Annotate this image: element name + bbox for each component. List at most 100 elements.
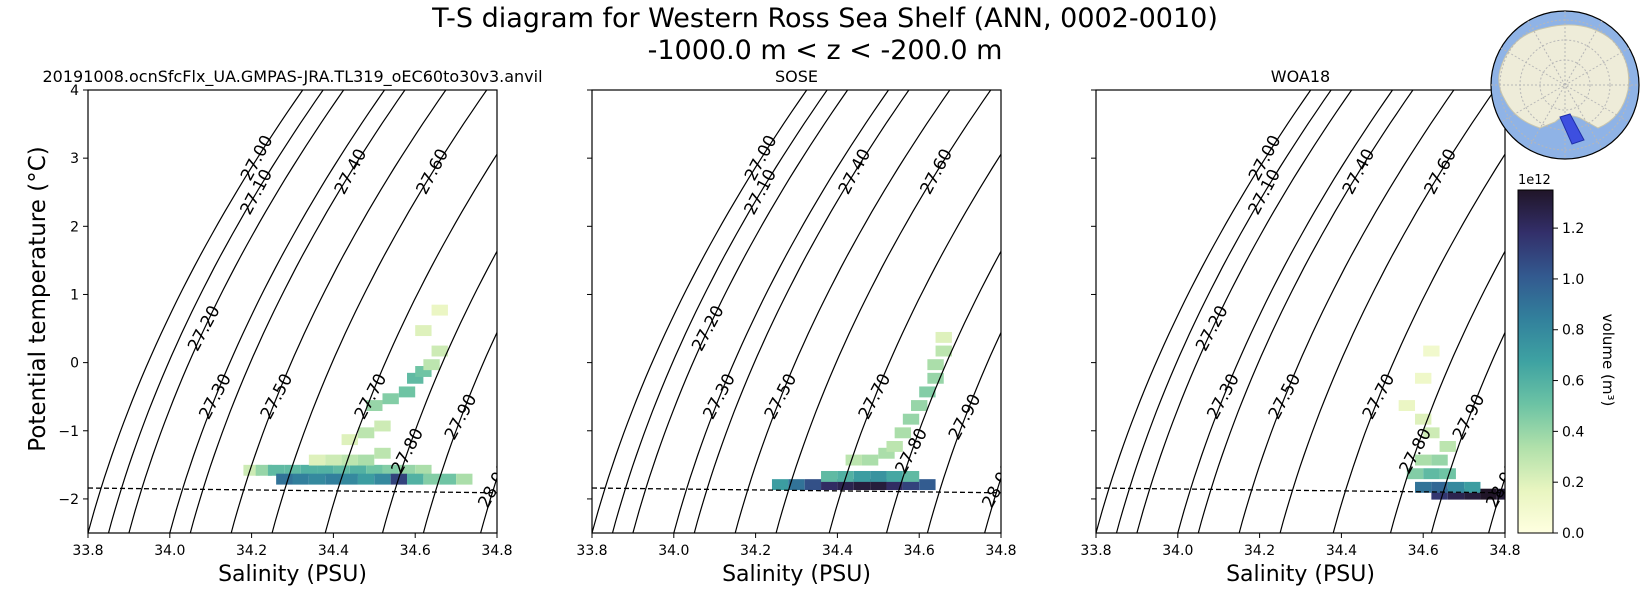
density-contour [1430,331,1505,533]
heatmap-cell [902,470,920,482]
heatmap-cell [374,447,391,459]
heatmap-cell [267,464,285,476]
heatmap-cell [1415,413,1432,425]
density-contour [480,475,497,533]
heatmap-cell [1415,372,1432,384]
heatmap-cell [284,464,301,476]
density-contour [189,90,406,533]
heatmap-cell [439,473,457,485]
density-contour [592,90,808,533]
x-axis-label: Salinity (PSU) [722,562,871,587]
heatmap-cell [349,464,367,476]
density-contour [1238,90,1455,533]
contour-label: 27.90 [945,391,986,443]
heatmap-cell [1496,488,1505,500]
heatmap-cell [398,386,416,398]
contour-label: 27.50 [761,371,802,423]
heatmap-cell [357,473,375,485]
heatmap-cell [382,393,399,405]
contour-label: 27.20 [184,302,225,354]
heatmap-cell [919,386,936,398]
heatmap-cell [902,479,920,491]
heatmap-cell [902,413,920,425]
heatmap-cell [870,470,887,482]
heatmap-cell [456,473,473,485]
colorbar-tick-label: 0.6 [1562,374,1584,390]
contour-label: 27.90 [441,391,482,443]
contour-label: 27.60 [1421,146,1462,198]
colorbar-label: volume (m³) [1599,314,1617,407]
density-contour [422,331,497,533]
heatmap-cell [415,464,432,476]
panel-title: WOA18 [1271,67,1330,86]
x-tick-label: 34.2 [236,543,267,559]
heatmap-cell [357,454,375,466]
inset-map [1490,10,1640,160]
y-tick-label: 4 [70,83,79,99]
heatmap-cell [1431,454,1448,466]
heatmap-cell [935,331,952,343]
contour-label: 27.20 [688,302,729,354]
heatmap-cell [1423,427,1440,439]
contour-label: 27.20 [1192,302,1233,354]
density-contour [1177,90,1393,533]
heatmap-cell [911,400,928,412]
x-tick-label: 34.4 [1326,543,1357,559]
heatmap-cell [431,345,448,357]
x-tick-label: 34.6 [400,543,431,559]
axes-frame [87,89,498,534]
density-contour [673,90,889,533]
colorbar-tick-label: 0.8 [1562,323,1584,339]
density-contour [230,90,447,533]
x-axis-label: Salinity (PSU) [1226,562,1375,587]
heatmap-cell [1431,488,1448,500]
heatmap-cell [935,345,952,357]
x-tick-label: 34.0 [154,543,185,559]
density-contour [693,90,910,533]
heatmap-cell [423,359,440,371]
heatmap-cell [1447,488,1465,500]
heatmap-cell [415,366,432,377]
contour-label: 27.40 [1339,146,1380,198]
heatmap-cell [325,473,342,485]
heatmap-cell [341,473,358,485]
colorbar-tick-label: 0.2 [1562,475,1584,491]
y-axis-label: Potential temperature (°C) [25,146,51,451]
heatmap-cell [1415,454,1432,466]
density-contour [775,90,992,533]
density-contour [1115,90,1332,533]
y-tick-label: −1 [58,424,79,440]
heatmap-cell [1439,468,1456,480]
density-contour [926,331,1001,533]
heatmap-cell [374,473,391,485]
density-contour [271,90,488,533]
heatmap-cell [317,464,334,476]
x-tick-label: 34.2 [740,543,771,559]
heatmap-cell [382,464,399,476]
heatmap-cell [341,434,358,446]
figure-title-line2: -1000.0 m < z < -200.0 m [648,35,1003,66]
contour-label: 27.30 [1203,371,1244,423]
heatmap-cell [374,420,391,432]
axes-frame [1095,89,1506,534]
heatmap-cell [886,470,903,482]
density-contour [1197,90,1414,533]
x-tick-label: 33.8 [72,543,103,559]
density-contour [828,153,1001,533]
x-tick-label: 34.6 [1408,543,1439,559]
heatmap-cell [415,325,432,337]
contour-label: 27.90 [1449,391,1490,443]
density-contour [1332,153,1505,533]
contour-label: 28.00 [1482,459,1523,511]
region-highlight [1559,113,1585,145]
x-tick-label: 34.0 [1162,543,1193,559]
axes-frame [591,89,1002,534]
heatmap-cell [845,454,862,466]
x-tick-label: 34.4 [822,543,853,559]
density-contour [324,153,497,533]
density-contour [984,475,1001,533]
heatmap-cell [407,473,424,485]
heatmap-cell [255,464,273,476]
panel-title: SOSE [775,67,818,86]
